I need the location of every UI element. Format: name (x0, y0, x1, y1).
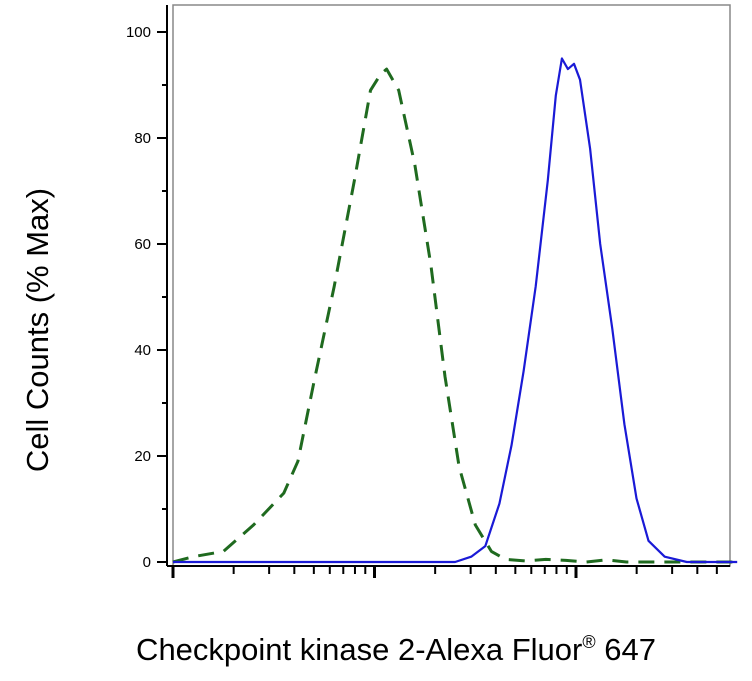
x-axis-label-tail: 647 (595, 632, 656, 667)
y-tick-label: 20 (134, 448, 151, 465)
stained-histogram-line (173, 57, 738, 564)
y-tick-label: 0 (143, 554, 151, 571)
y-tick-label: 60 (134, 236, 151, 253)
y-ticks: 0 20 40 60 80 100 (126, 24, 167, 571)
y-tick-label: 40 (134, 342, 151, 359)
x-ticks (171, 566, 718, 578)
control-histogram-line (172, 67, 738, 564)
x-axis-label-main: Checkpoint kinase 2-Alexa Fluor (136, 632, 583, 667)
x-axis-label: Checkpoint kinase 2-Alexa Fluor® 647 (136, 632, 656, 668)
y-axis-label: Cell Counts (% Max) (20, 187, 55, 473)
y-tick-label: 100 (126, 24, 151, 41)
plot-frame (172, 4, 731, 567)
registered-mark: ® (582, 632, 596, 652)
series-lines (172, 57, 738, 564)
y-tick-label: 80 (134, 130, 151, 147)
